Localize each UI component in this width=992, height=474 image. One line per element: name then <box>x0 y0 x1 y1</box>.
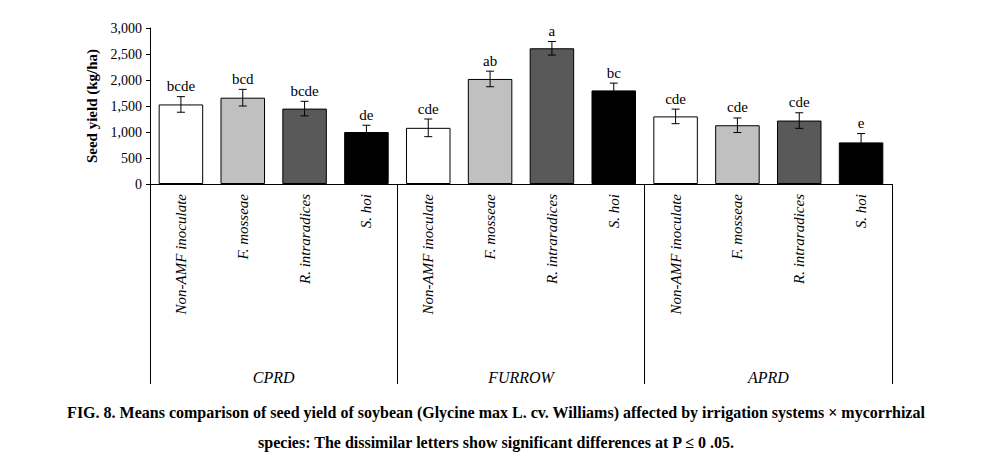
svg-text:F. mosseae: F. mosseae <box>482 194 498 261</box>
svg-text:de: de <box>359 107 374 123</box>
svg-text:Non-AMF inoculate: Non-AMF inoculate <box>173 194 189 316</box>
svg-text:S. hoi: S. hoi <box>358 194 374 228</box>
svg-text:bcd: bcd <box>232 71 254 87</box>
svg-text:R. intraradices: R. intraradices <box>297 194 313 285</box>
html-text:FIG. 8. Means comparison of se: FIG. 8. Means comparison of seed yield o… <box>67 404 925 451</box>
svg-text:bc: bc <box>607 65 622 81</box>
svg-text:1,000: 1,000 <box>111 125 143 140</box>
svg-text:500: 500 <box>121 151 142 166</box>
svg-text:R. intraradices: R. intraradices <box>544 194 560 285</box>
svg-text:Non-AMF inoculate: Non-AMF inoculate <box>420 194 436 316</box>
svg-text:S. hoi: S. hoi <box>606 194 622 228</box>
svg-text:a: a <box>549 23 556 39</box>
svg-text:bcde: bcde <box>290 83 319 99</box>
svg-text:0: 0 <box>135 177 142 192</box>
svg-text:F. mosseae: F. mosseae <box>235 194 251 261</box>
svg-text:cde: cde <box>789 94 810 110</box>
svg-text:Seed yield (kg/ha): Seed yield (kg/ha) <box>84 49 101 163</box>
svg-text:ab: ab <box>483 53 497 69</box>
svg-text:CPRD: CPRD <box>253 369 295 386</box>
svg-text:cde: cde <box>418 101 439 117</box>
svg-text:3,000: 3,000 <box>111 21 143 36</box>
svg-text:Non-AMF inoculate: Non-AMF inoculate <box>668 194 684 316</box>
svg-text:2,500: 2,500 <box>111 47 143 62</box>
svg-text:cde: cde <box>727 99 748 115</box>
svg-text:bcde: bcde <box>167 78 196 94</box>
svg-text:F. mosseae: F. mosseae <box>729 194 745 261</box>
svg-text:FURROW: FURROW <box>487 369 555 386</box>
svg-text:R. intraradices: R. intraradices <box>791 194 807 285</box>
svg-text:cde: cde <box>665 91 686 107</box>
svg-text:APRD: APRD <box>747 369 789 386</box>
svg-text:1,500: 1,500 <box>111 99 143 114</box>
svg-text:e: e <box>858 115 865 131</box>
svg-text:2,000: 2,000 <box>111 73 143 88</box>
svg-text:S. hoi: S. hoi <box>853 194 869 228</box>
